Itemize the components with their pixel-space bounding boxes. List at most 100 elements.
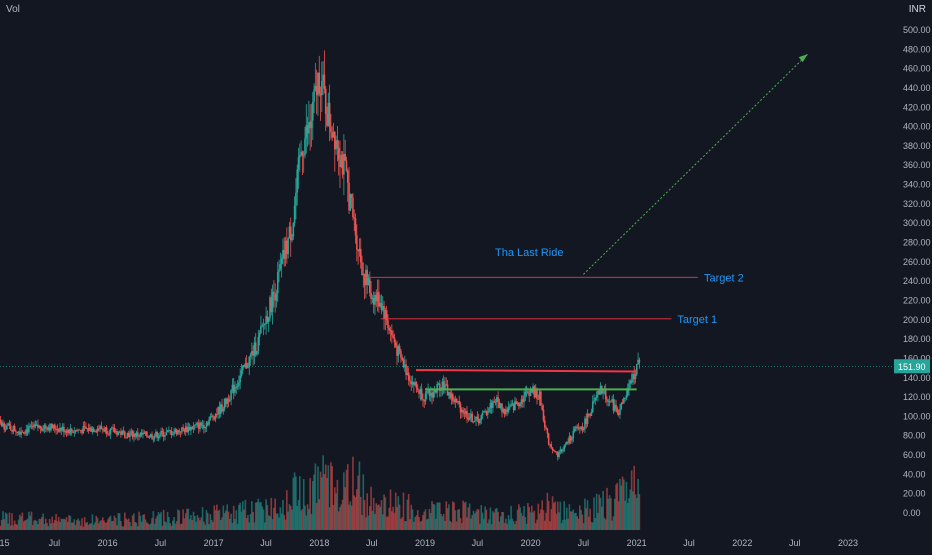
volume-bar [379,506,381,530]
volume-bar [256,502,258,530]
candle-body [15,431,17,432]
candle-body [636,364,638,375]
candle-body [333,131,336,150]
candle-body [546,428,549,434]
candle-body [368,278,371,293]
volume-bar [511,518,514,530]
volume-bar [243,509,245,530]
volume-bar [252,512,254,530]
candle-body [630,380,633,383]
candle-body [426,390,428,394]
candle-body [362,273,365,276]
currency-label[interactable]: INR [908,4,926,15]
volume-bar [497,511,499,530]
y-tick-label: 420.00 [903,102,931,112]
volume-bar [406,499,409,530]
volume-bar [234,519,236,530]
volume-bar [169,523,171,530]
candle-body [41,428,43,431]
volume-bar [365,517,367,530]
volume-bar [199,520,201,530]
volume-bar [295,476,297,530]
candle-body [534,388,537,398]
candle-body [44,425,47,428]
volume-bar [613,498,616,530]
candle-body [537,398,540,400]
volume-bar [435,518,437,530]
volume-bar [105,522,108,530]
candle-body [131,431,134,438]
volume-bar [332,504,335,530]
drawings: Target 2 Target 1 Tha Last Ride [0,53,892,391]
candle-body [560,449,563,452]
volume-bar [326,477,328,530]
volume-bar [398,504,401,530]
candle-body [257,336,260,351]
candle-body [383,305,385,319]
candle-body [616,408,619,413]
volume-bar [473,513,476,530]
volume-bar [597,512,599,530]
candle-body [370,292,372,299]
volume-bar [65,517,68,530]
candle-body [458,401,461,404]
volume-bar [126,519,129,530]
candle-body [472,421,475,423]
volume-bar [515,520,518,530]
candle-body [438,383,441,391]
volume-bar [161,525,164,530]
volume-bar [8,512,11,530]
candle-body [287,238,289,255]
candle-body [350,194,353,198]
volume-bar [60,518,63,530]
candle-body [485,410,488,415]
volume-bar [306,504,309,530]
candle-body [533,386,536,398]
volume-bar [625,481,628,530]
candle-body [112,427,114,429]
volume-bar [610,498,612,530]
volume-bar [166,511,169,530]
volume-bar [518,504,520,530]
volume-bar [103,520,105,530]
candle-body [540,391,542,406]
candle-body [407,372,410,381]
volume-bar [104,522,107,530]
volume-bar [209,514,212,530]
candle-body [423,399,426,402]
candle-body [117,432,120,436]
candle-body [374,294,376,305]
volume-bar [363,500,366,530]
candle-body [251,351,253,355]
volume-bar [558,512,560,530]
volume-bar [284,519,287,530]
volume-bar [357,475,359,530]
volume-bar [484,506,486,530]
candle-body [129,432,131,438]
candle-body [300,151,302,156]
candle-body [54,424,56,429]
candle-body [418,389,420,394]
volume-bar [356,489,358,530]
volume-bar [38,518,41,530]
volume-bar [50,523,52,530]
volume-bar [413,521,415,530]
candle-body [252,351,254,356]
candle-body [584,418,586,429]
candle-body [433,389,436,393]
candle-body [301,151,304,156]
volume-bar [448,504,450,530]
candle-body [2,423,4,426]
candle-body [270,297,273,313]
candle-body [628,383,630,389]
candle-body [313,89,315,102]
volume-bar [581,514,584,530]
candle-body [346,170,349,184]
volume-bar [223,513,226,530]
candle-body [144,431,147,434]
candle-body [489,403,492,409]
candle-body [470,413,472,418]
target-2-line-label: Target 2 [704,272,744,284]
